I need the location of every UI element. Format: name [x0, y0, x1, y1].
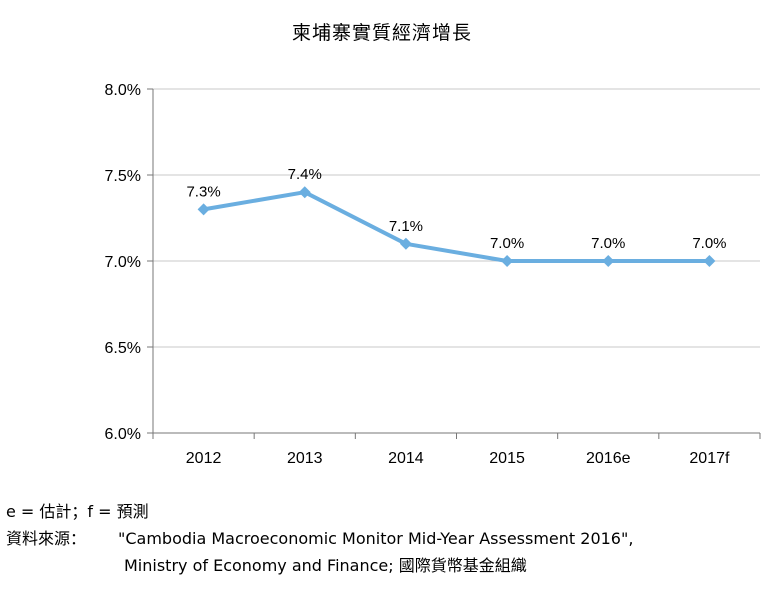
data-label-2: 7.1%: [389, 218, 423, 235]
y-tick-label-4: 8.0%: [105, 82, 141, 99]
y-tick-label-0: 6.0%: [105, 426, 141, 443]
data-label-0: 7.3%: [186, 183, 220, 200]
data-labels: 7.3% 7.4% 7.1% 7.0% 7.0% 7.0%: [186, 166, 726, 252]
y-tick-label-3: 7.5%: [105, 168, 141, 185]
data-label-5: 7.0%: [692, 235, 726, 252]
data-point-3: [501, 255, 514, 267]
data-label-4: 7.0%: [591, 235, 625, 252]
x-tick-label-4: 2016e: [586, 450, 631, 467]
chart-title: 柬埔寨實質經濟增長: [291, 22, 472, 44]
source-label: 資料來源：: [6, 529, 87, 548]
source-line-2: Ministry of Economy and Finance; 國際貨幣基金組…: [124, 556, 527, 575]
x-tick-label-5: 2017f: [689, 450, 730, 467]
source-row: 資料來源： "Cambodia Macroeconomic Monitor Mid…: [6, 525, 633, 552]
tick-labels: 6.0% 6.5% 7.0% 7.5% 8.0% 2012 2013 2014 2015 2016…: [105, 82, 730, 467]
data-point-2: [399, 237, 412, 250]
line-chart: 6.0% 6.5% 7.0% 7.5% 8.0% 2012 2013 2014 2015 2016…: [105, 82, 761, 467]
series-line-0: [203, 190, 710, 263]
x-tick-label-2: 2014: [388, 450, 424, 467]
data-label-1: 7.4%: [288, 166, 322, 183]
data-label-3: 7.0%: [490, 235, 524, 252]
estimate-note: e = 估計；f = 預測: [6, 502, 149, 521]
data-point-5: [703, 255, 716, 267]
source-row-2: Ministry of Economy and Finance; 國際貨幣基金組…: [6, 552, 633, 579]
series-layer: [197, 186, 716, 267]
y-tick-label-2: 7.0%: [105, 254, 141, 271]
x-tick-label-0: 2012: [186, 450, 222, 467]
x-tick-label-1: 2013: [287, 450, 323, 467]
data-point-4: [602, 255, 615, 267]
axes: [147, 88, 761, 439]
x-tick-label-3: 2015: [489, 450, 525, 467]
source-line-1: "Cambodia Macroeconomic Monitor Mid-Year…: [118, 529, 634, 548]
chart-notes: e = 估計；f = 預測 資料來源： "Cambodia Macroeconom…: [6, 498, 633, 579]
y-tick-label-1: 6.5%: [105, 340, 141, 357]
data-point-0: [197, 203, 210, 216]
data-point-1: [298, 186, 311, 199]
